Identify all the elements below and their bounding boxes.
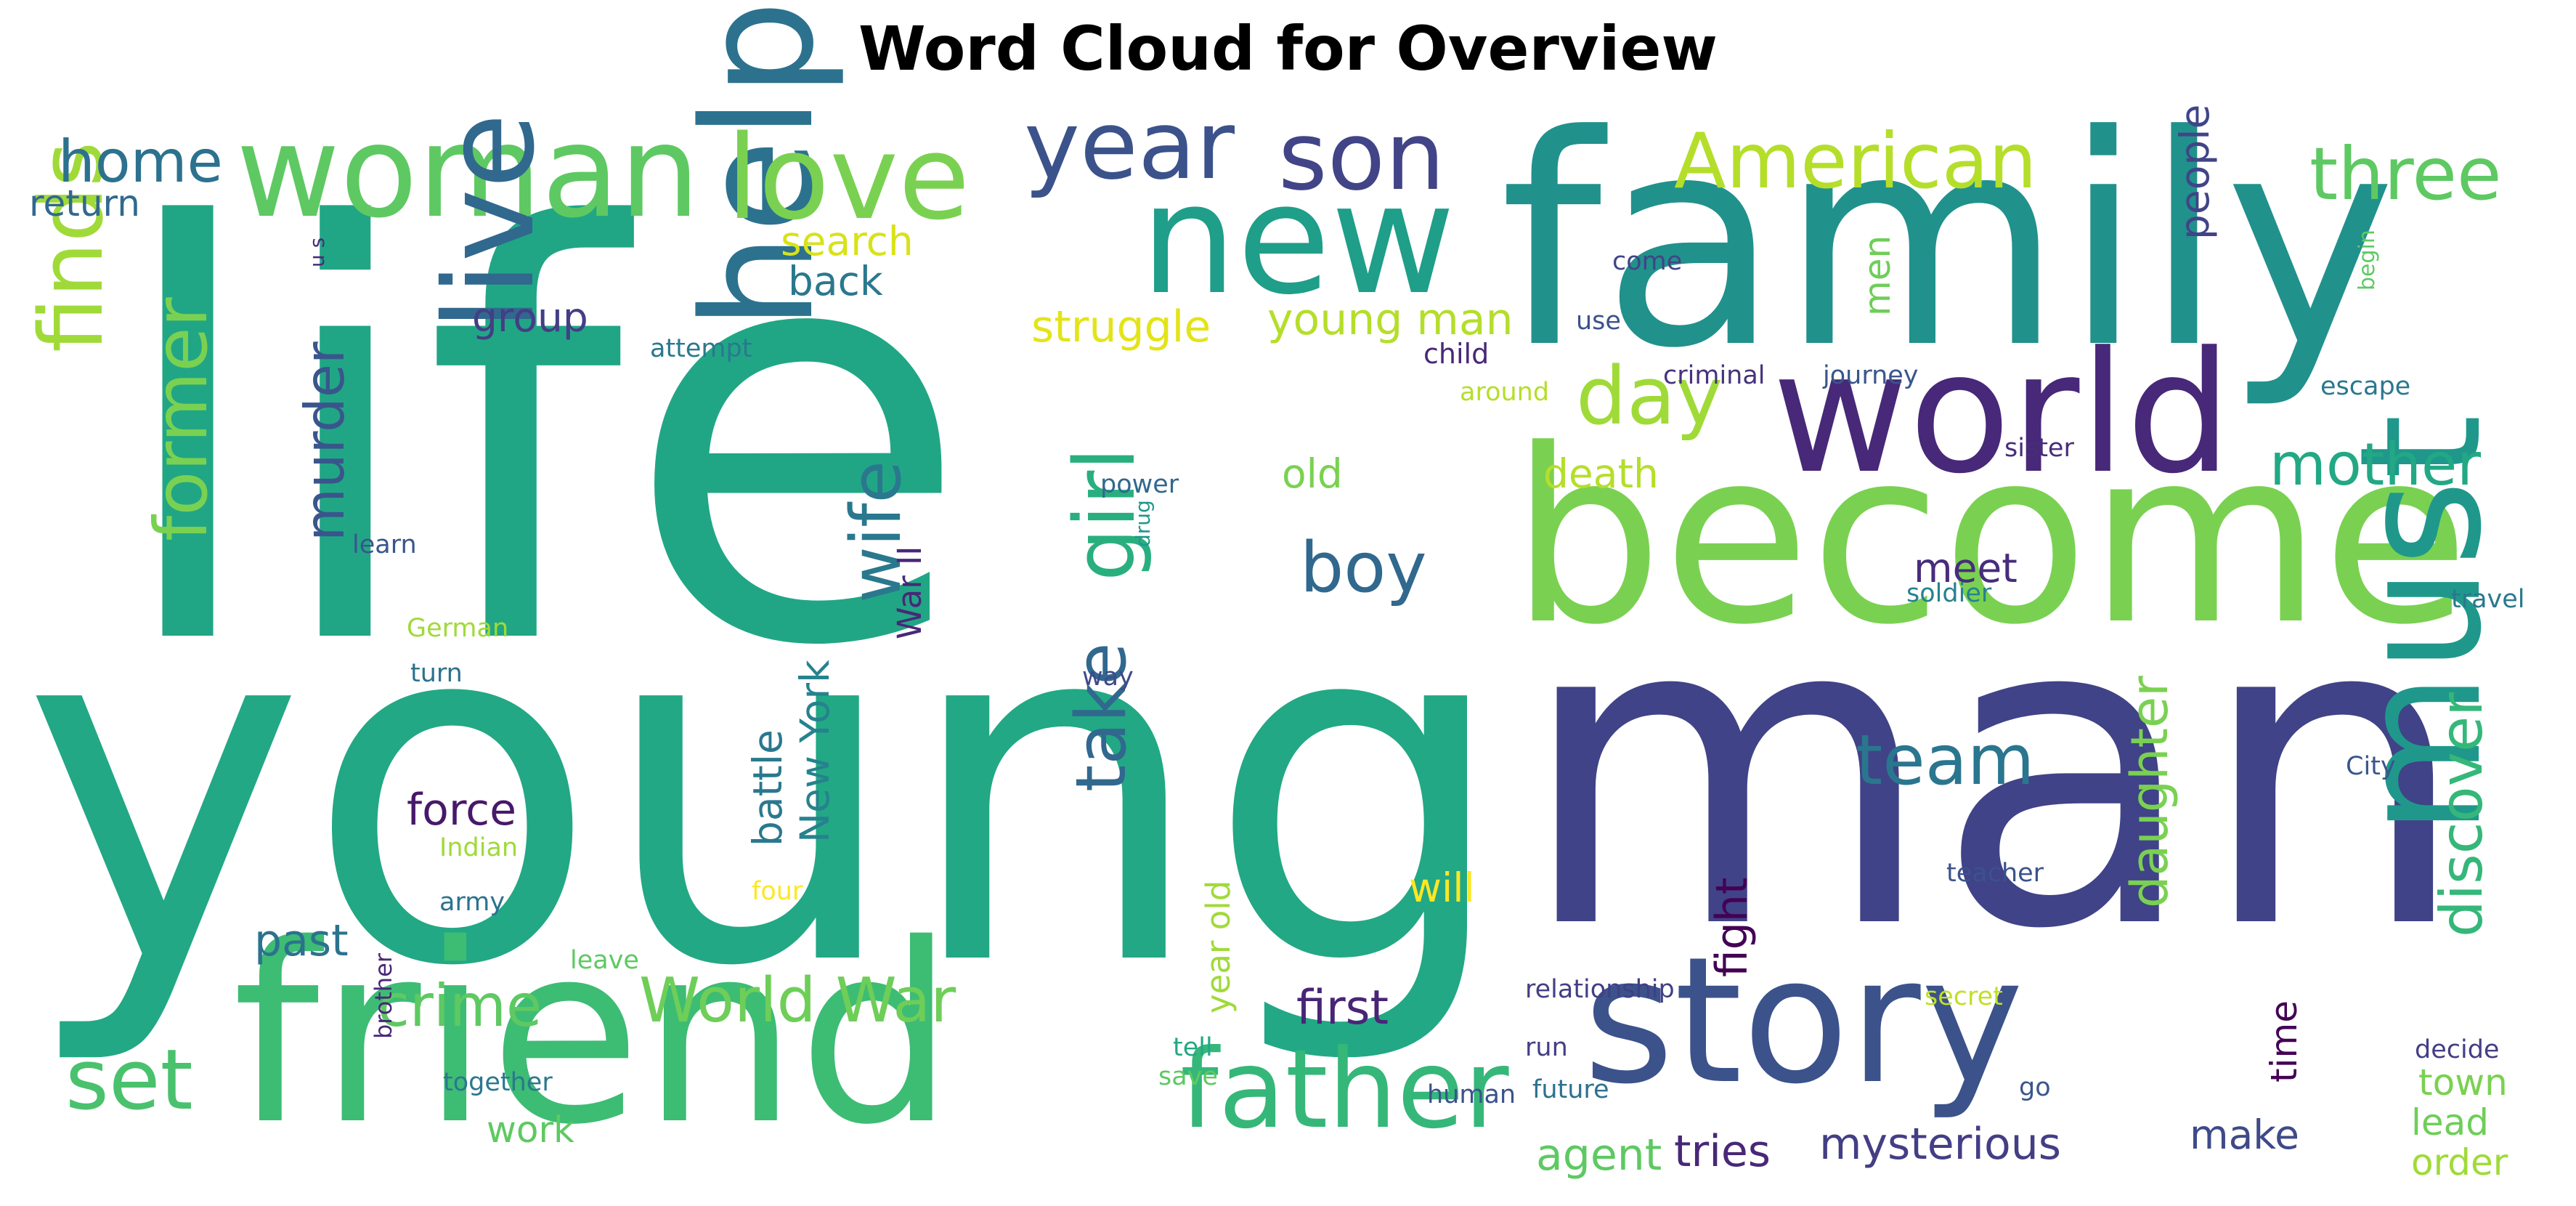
word-man: man: [1518, 524, 2470, 1023]
chart-title: Word Cloud for Overview: [858, 13, 1718, 84]
word-story: story: [1583, 919, 2024, 1122]
word-work: work: [487, 1109, 574, 1151]
word-search: search: [781, 218, 914, 264]
word-criminal: criminal: [1663, 361, 1766, 390]
word-death: death: [1543, 450, 1659, 497]
word-new: new: [1140, 150, 1456, 328]
word-world-war: World War: [639, 965, 956, 1037]
word-battle: battle: [744, 729, 791, 846]
word-family: family: [1500, 74, 2397, 412]
word-order: order: [2411, 1141, 2508, 1183]
word-will: will: [1409, 865, 1475, 911]
word-tries: tries: [1674, 1126, 1771, 1177]
word-world: world: [1772, 317, 2232, 511]
word-begin: begin: [2354, 230, 2380, 291]
word-former: former: [139, 297, 224, 541]
word-discover: discover: [2428, 692, 2495, 937]
word-learn: learn: [352, 530, 417, 559]
word-woman: woman: [236, 99, 700, 246]
word-time: time: [2263, 1000, 2305, 1082]
word-four: four: [752, 877, 803, 906]
word-men: men: [1856, 235, 1898, 316]
word-journey: journey: [1823, 361, 1919, 390]
word-travel: travel: [2451, 585, 2525, 614]
word-drug: drug: [1131, 500, 1155, 547]
word-sister: sister: [2004, 434, 2074, 463]
word-meet: meet: [1914, 545, 2018, 591]
word-escape: escape: [2320, 372, 2411, 401]
word-attempt: attempt: [650, 334, 752, 363]
word-save: save: [1158, 1062, 1218, 1091]
word-murder: murder: [293, 341, 357, 541]
word-use: use: [1576, 307, 1621, 336]
word-back: back: [788, 258, 883, 304]
word-u-s: u s: [305, 237, 329, 267]
word-mysterious: mysterious: [1819, 1119, 2061, 1170]
word-german: German: [407, 614, 509, 643]
word-future: future: [1532, 1075, 1609, 1104]
word-father: father: [1180, 1027, 1509, 1153]
word-new-york: New York: [792, 660, 838, 843]
word-decide: decide: [2415, 1035, 2500, 1064]
word-come: come: [1612, 247, 1683, 276]
word-son: son: [1278, 101, 1445, 211]
word-boy: boy: [1300, 528, 1427, 608]
word-city: City: [2346, 752, 2396, 781]
word-crime: crime: [378, 972, 543, 1040]
word-agent: agent: [1536, 1130, 1662, 1181]
word-go: go: [2019, 1073, 2051, 1102]
word-power: power: [1100, 470, 1179, 499]
word-people: people: [2171, 104, 2218, 240]
word-leave: leave: [570, 946, 639, 975]
word-town: town: [2418, 1061, 2508, 1104]
word-set: set: [65, 1032, 193, 1129]
word-indian: Indian: [439, 833, 519, 862]
word-old: old: [1282, 450, 1343, 497]
word-lead: lead: [2411, 1101, 2490, 1144]
word-group: group: [472, 294, 588, 341]
word-young: young: [22, 512, 1511, 1071]
word-past: past: [254, 915, 349, 966]
word-secret: secret: [1925, 982, 2003, 1011]
word-return: return: [29, 182, 140, 224]
word-first: first: [1296, 981, 1389, 1035]
word-make: make: [2190, 1112, 2300, 1158]
word-life: life: [109, 110, 972, 769]
word-together: together: [443, 1068, 553, 1097]
word-young-man: young man: [1267, 294, 1513, 345]
word-way: way: [1082, 663, 1134, 692]
word-army: army: [439, 888, 505, 917]
word-soldier: soldier: [1906, 579, 1992, 608]
word-friend: friend: [232, 891, 955, 1179]
word-mother: mother: [2270, 431, 2482, 498]
word-human: human: [1427, 1080, 1516, 1109]
word-relationship: relationship: [1525, 975, 1675, 1004]
word-tell: tell: [1173, 1033, 1213, 1062]
word-day: day: [1576, 349, 1723, 442]
word-become: become: [1511, 398, 2470, 677]
word-around: around: [1460, 378, 1550, 407]
word-brother: brother: [370, 952, 397, 1039]
word-daughter: daughter: [2120, 676, 2179, 908]
word-run: run: [1525, 1033, 1568, 1062]
word-fight: fight: [1707, 877, 1758, 977]
word-love: love: [726, 110, 970, 246]
word-struggle: struggle: [1031, 302, 1211, 352]
word-team: team: [1856, 721, 2035, 801]
word-teacher: teacher: [1946, 859, 2044, 888]
word-three: three: [2309, 131, 2502, 216]
word-year-old: year old: [1199, 880, 1238, 1013]
word-force: force: [407, 785, 517, 835]
word-turn: turn: [410, 659, 463, 688]
word-american: American: [1674, 117, 2037, 206]
word-child: child: [1423, 338, 1490, 370]
word-year: year: [1024, 90, 1235, 201]
word-war-ii: War II: [890, 546, 929, 639]
word-home: home: [58, 128, 223, 195]
